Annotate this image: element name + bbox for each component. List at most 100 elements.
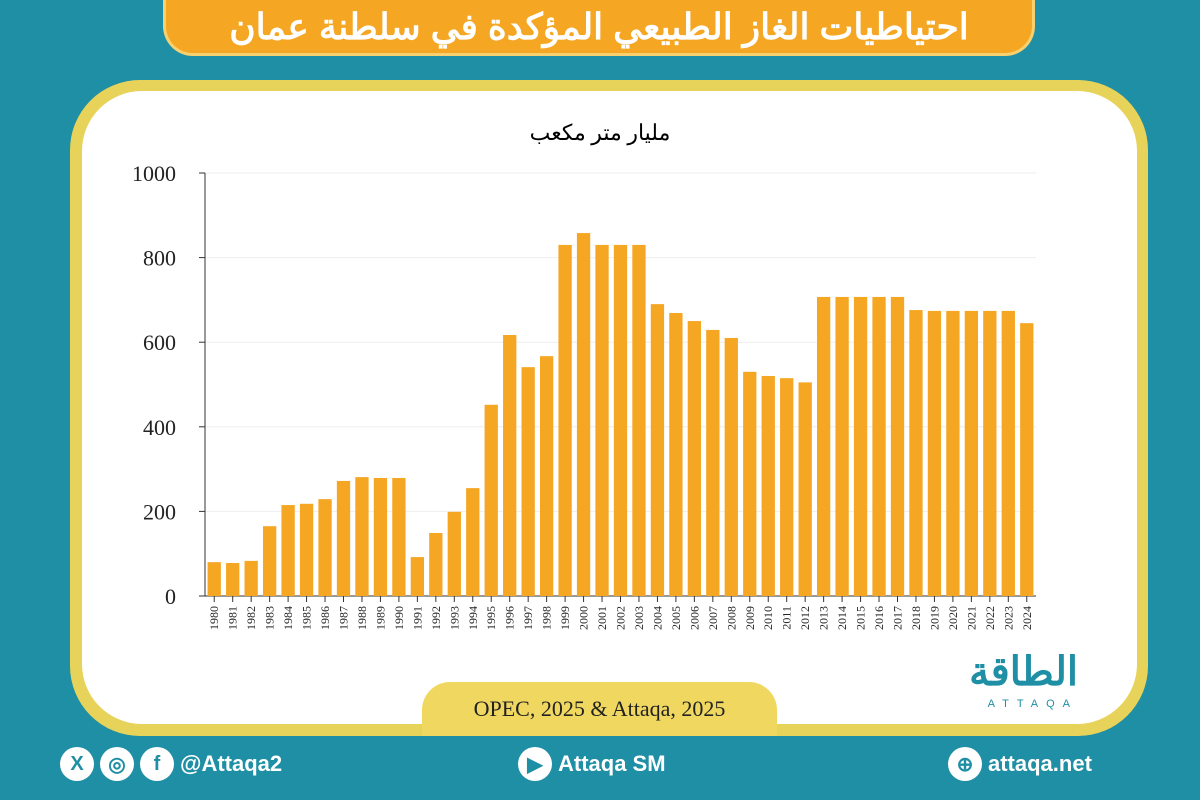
x-tick-label: 1980: [207, 606, 221, 630]
x-tick-label: 2006: [687, 606, 701, 630]
bar-2023: [1001, 310, 1015, 596]
bar-2004: [650, 304, 665, 596]
x-tick-label: 1988: [355, 606, 369, 630]
youtube-handle[interactable]: Attaqa SM: [558, 751, 666, 776]
bar-1991: [410, 557, 425, 596]
x-tick-label: 2012: [798, 606, 812, 630]
x-tick-label: 2022: [983, 606, 997, 630]
bar-1994: [466, 488, 480, 596]
bar-2009: [743, 371, 757, 596]
bar-2005: [669, 313, 683, 596]
bar-1986: [318, 499, 332, 596]
x-tick-label: 2007: [706, 606, 720, 630]
x-tick-label: 2003: [632, 606, 646, 630]
x-tick-label: 2009: [743, 606, 757, 630]
bar-1984: [281, 505, 295, 596]
bar-2010: [761, 376, 775, 596]
bar-2002: [613, 244, 628, 596]
bar-2020: [946, 310, 960, 596]
x-tick-label: 2017: [891, 606, 905, 630]
website-link[interactable]: attaqa.net: [988, 751, 1092, 776]
bar-1999: [558, 244, 572, 596]
page-title: احتياطيات الغاز الطبيعي المؤكدة في سلطنة…: [229, 5, 969, 47]
x-tick-label: 1992: [429, 606, 443, 630]
bar-2006: [687, 321, 702, 596]
x-tick-label: 2005: [669, 606, 683, 630]
globe-icon[interactable]: ⊕: [948, 747, 982, 781]
bar-2003: [632, 244, 646, 596]
y-tick-label: 0: [165, 584, 176, 609]
x-tick-label: 2023: [1001, 606, 1015, 630]
x-tick-label: 1991: [410, 606, 424, 630]
x-tick-label: 1993: [447, 606, 461, 630]
x-tick-label: 2000: [577, 606, 591, 630]
bar-2012: [798, 382, 812, 596]
bar-2016: [872, 296, 886, 596]
x-tick-label: 2002: [614, 606, 628, 630]
bar-2024: [1020, 323, 1034, 596]
social-handle[interactable]: @Attaqa2: [180, 751, 283, 776]
y-tick-label: 200: [143, 499, 176, 524]
y-tick-label: 600: [143, 330, 176, 355]
bar-1981: [226, 563, 240, 596]
footer-website: ⊕ attaqa.net: [948, 744, 1092, 784]
bar-2022: [983, 310, 997, 596]
x-tick-label: 2013: [817, 606, 831, 630]
x-tick-label: 1989: [373, 606, 387, 630]
x-tick-label: 1999: [558, 606, 572, 630]
bar-2008: [724, 337, 738, 596]
bar-1985: [299, 503, 314, 596]
attaqa-logo: الطاقة ATTAQA: [898, 650, 1078, 710]
facebook-icon[interactable]: f: [140, 747, 174, 781]
x-tick-label: 1998: [540, 606, 554, 630]
bar-1988: [355, 477, 369, 596]
bar-1993: [447, 511, 461, 596]
y-tick-label: 400: [143, 415, 176, 440]
footer-social: X ◎ f @Attaqa2: [60, 744, 282, 784]
bar-2007: [706, 329, 720, 596]
x-tick-label: 2019: [927, 606, 941, 630]
bar-1996: [503, 335, 517, 596]
bar-1990: [392, 477, 406, 596]
bar-2015: [853, 296, 868, 596]
x-tick-label: 1997: [521, 606, 535, 630]
x-tick-label: 1985: [300, 606, 314, 630]
instagram-icon[interactable]: ◎: [100, 747, 134, 781]
x-tick-label: 2008: [724, 606, 738, 630]
x-tick-label: 2021: [964, 606, 978, 630]
x-tick-label: 2001: [595, 606, 609, 630]
x-tick-label: 2015: [854, 606, 868, 630]
x-tick-label: 1996: [503, 606, 517, 630]
bar-1998: [539, 356, 554, 596]
bar-1992: [429, 532, 443, 596]
bar-1983: [262, 526, 277, 596]
chart-card: [82, 91, 1137, 724]
bar-1987: [336, 480, 351, 596]
title-banner: احتياطيات الغاز الطبيعي المؤكدة في سلطنة…: [163, 0, 1035, 56]
logo-english: ATTAQA: [987, 698, 1078, 710]
bar-1982: [244, 560, 258, 596]
x-tick-label: 1995: [484, 606, 498, 630]
y-tick-label: 1000: [132, 161, 176, 186]
bar-2014: [835, 296, 849, 596]
bar-2019: [927, 310, 942, 596]
x-icon[interactable]: X: [60, 747, 94, 781]
x-tick-label: 2014: [835, 606, 849, 630]
x-tick-label: 1984: [281, 606, 295, 630]
source-label: OPEC, 2025 & Attaqa, 2025: [422, 682, 777, 736]
bar-2018: [909, 310, 923, 596]
bar-1997: [521, 367, 535, 596]
bar-2017: [890, 296, 905, 596]
bar-2011: [780, 378, 794, 596]
x-tick-label: 2004: [650, 606, 664, 630]
logo-arabic: الطاقة: [969, 650, 1078, 694]
youtube-icon[interactable]: ▶: [518, 747, 552, 781]
x-tick-label: 2020: [946, 606, 960, 630]
x-tick-label: 2016: [872, 606, 886, 630]
bar-1995: [484, 404, 498, 596]
x-tick-label: 1986: [318, 606, 332, 630]
x-tick-label: 1983: [263, 606, 277, 630]
x-tick-label: 2010: [761, 606, 775, 630]
x-tick-label: 2011: [780, 606, 794, 630]
